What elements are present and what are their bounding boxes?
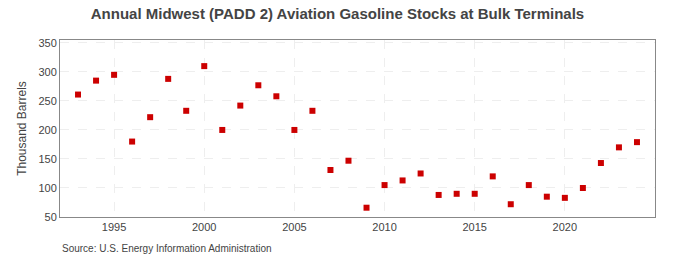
svg-text:150: 150 [38,153,56,165]
svg-text:50: 50 [45,211,57,223]
svg-text:350: 350 [38,37,56,49]
svg-text:2000: 2000 [192,221,216,233]
svg-text:2010: 2010 [372,221,396,233]
svg-text:2020: 2020 [553,221,577,233]
svg-text:Thousand Barrels: Thousand Barrels [15,81,29,176]
svg-text:Annual Midwest (PADD 2) Aviati: Annual Midwest (PADD 2) Aviation Gasolin… [91,5,584,22]
svg-text:100: 100 [38,182,56,194]
svg-text:2015: 2015 [462,221,486,233]
svg-text:250: 250 [38,95,56,107]
svg-text:1995: 1995 [102,221,126,233]
svg-text:200: 200 [38,124,56,136]
svg-text:2005: 2005 [282,221,306,233]
svg-text:300: 300 [38,66,56,78]
svg-text:Source: U.S. Energy Informatio: Source: U.S. Energy Information Administ… [62,243,272,254]
